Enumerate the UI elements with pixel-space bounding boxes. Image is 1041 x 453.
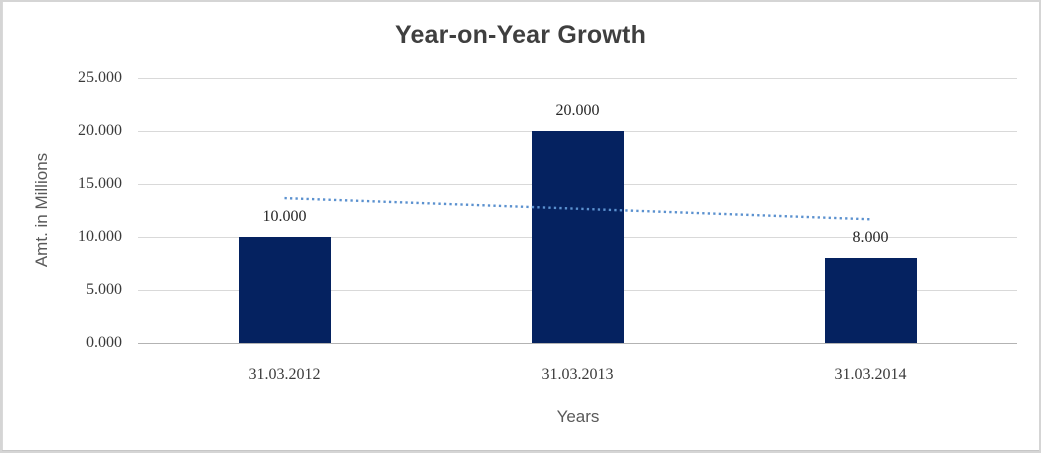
y-tick-label: 0.000 [86,334,122,351]
bar-value-label: 20.000 [555,102,600,119]
y-tick-label: 5.000 [86,281,122,298]
x-tick-label: 31.03.2014 [834,366,907,383]
x-tick-label: 31.03.2012 [248,366,321,383]
bar-value-label: 10.000 [262,208,307,225]
x-axis-line [138,343,1017,344]
x-axis-title: Years [556,407,600,426]
y-tick-label: 10.000 [78,228,122,245]
x-tick-label: 31.03.2013 [541,366,614,383]
chart-title: Year-on-Year Growth [394,21,647,49]
bar-31.03.2014 [824,258,917,343]
bar-31.03.2013 [531,131,624,343]
y-axis-title: Amt. in Millions [32,152,51,268]
bar-31.03.2012 [238,237,331,343]
y-gridline [138,78,1017,79]
y-tick-label: 25.000 [78,69,122,86]
bar-value-label: 8.000 [852,229,889,247]
y-tick-label: 20.000 [78,122,122,139]
y-tick-label: 15.000 [78,175,122,192]
